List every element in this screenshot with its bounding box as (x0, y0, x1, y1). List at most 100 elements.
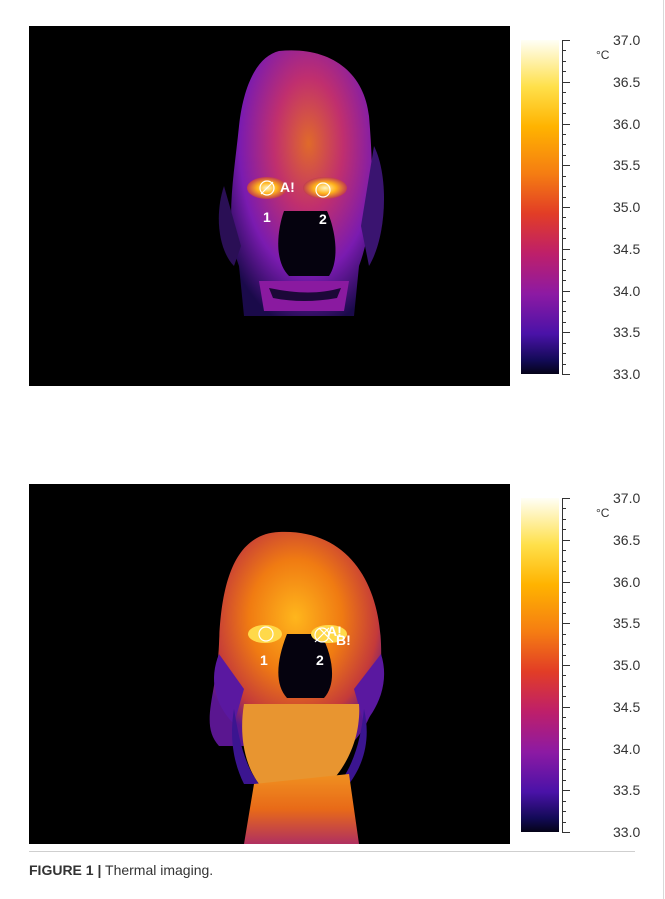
colorbar-tick-mark (562, 748, 570, 750)
colorbar-tick-mark (562, 612, 566, 614)
marker-label-2-bottom: 2 (316, 652, 324, 668)
colorbar-tick-mark (562, 154, 566, 156)
colorbar-tick-label: 37.0 (613, 490, 641, 506)
colorbar-tick-label: 33.5 (613, 782, 641, 799)
colorbar-tick-mark (562, 738, 566, 740)
colorbar-tick-mark (562, 550, 566, 552)
colorbar-tick-mark (562, 769, 566, 771)
colorbar-tick-mark (562, 332, 570, 334)
colorbar-tick-label: 37.0 (613, 32, 641, 48)
colorbar-tick-mark (562, 374, 570, 375)
thermal-image-bottom: A! B! 1 2 (29, 484, 510, 844)
colorbar-tick-mark (562, 685, 566, 687)
colorbar-tick-mark (562, 113, 566, 115)
marker-label-1-bottom: 1 (260, 652, 268, 668)
colorbar-tick-label: 36.0 (613, 573, 641, 590)
colorbar-tick-mark (562, 50, 566, 52)
colorbar-tick-label: 34.5 (613, 240, 641, 257)
colorbar-tick-mark (562, 321, 566, 323)
colorbar-tick-mark (562, 269, 566, 271)
colorbar-tick-mark (562, 498, 570, 499)
colorbar-tick-mark (562, 779, 566, 781)
colorbar-tick-mark (562, 133, 566, 135)
colorbar-tick-mark (562, 623, 570, 625)
caption-separator (29, 851, 635, 852)
colorbar-bottom (521, 498, 559, 832)
caption-text: Thermal imaging. (101, 862, 214, 878)
colorbar-tick-mark (562, 518, 566, 520)
colorbar-tick-label: 35.0 (613, 657, 641, 673)
colorbar-tick-mark (562, 342, 566, 344)
thermal-image-top: A! 1 2 (29, 26, 510, 386)
colorbar-tick-label: 33.5 (613, 324, 641, 341)
thermal-face-bottom: A! B! 1 2 (209, 531, 385, 844)
colorbar-tick-mark (562, 290, 570, 292)
colorbar-tick-mark (562, 529, 566, 531)
colorbar-tick-mark (562, 706, 570, 708)
colorbar-tick-mark (562, 102, 566, 104)
colorbar-tick-label: 34.0 (613, 282, 641, 299)
colorbar-tick-mark (562, 581, 570, 583)
colorbar-axis-top (562, 40, 602, 375)
colorbar-tick-label: 34.0 (613, 740, 641, 757)
colorbar-tick-mark (562, 602, 566, 604)
marker-label-b-bottom: B! (336, 632, 351, 648)
colorbar-tick-mark (562, 758, 566, 760)
colorbar-tick-label: 35.0 (613, 199, 641, 215)
colorbar-tick-mark (562, 81, 570, 83)
colorbar-tick-mark (562, 363, 566, 365)
colorbar-tick-mark (562, 727, 566, 729)
colorbar-tick-label: 33.0 (613, 824, 641, 840)
colorbar-tick-mark (562, 665, 570, 666)
colorbar-tick-mark (562, 790, 570, 792)
colorbar-tick-mark (562, 144, 566, 146)
colorbar-tick-mark (562, 821, 566, 823)
colorbar-tick-mark (562, 238, 566, 240)
colorbar-axis-bottom (562, 498, 602, 833)
colorbar-tick-mark (562, 571, 566, 573)
caption-label: FIGURE 1 | (29, 862, 102, 878)
colorbar-top (521, 40, 559, 374)
colorbar-tick-mark (562, 71, 566, 73)
colorbar-tick-mark (562, 832, 570, 833)
colorbar-unit-top: °C (596, 48, 610, 62)
colorbar-tick-label: 35.5 (613, 615, 641, 632)
colorbar-tick-mark (562, 280, 566, 282)
colorbar-tick-mark (562, 696, 566, 698)
colorbar-tick-mark (562, 60, 566, 62)
colorbar-tick-mark (562, 227, 566, 229)
colorbar-tick-mark (562, 644, 566, 646)
colorbar-tick-label: 36.5 (613, 73, 641, 90)
colorbar-tick-mark (562, 591, 566, 593)
colorbar-tick-mark (562, 675, 566, 677)
colorbar-tick-mark (562, 508, 566, 510)
colorbar-tick-mark (562, 300, 566, 302)
colorbar-tick-mark (562, 165, 570, 167)
figure-caption: FIGURE 1 | Thermal imaging. (29, 862, 213, 878)
colorbar-tick-mark (562, 217, 566, 219)
colorbar-unit-bottom: °C (596, 506, 610, 520)
page-border (663, 0, 664, 899)
colorbar-tick-mark (562, 207, 570, 208)
colorbar-tick-mark (562, 811, 566, 813)
colorbar-tick-label: 33.0 (613, 366, 641, 382)
colorbar-tick-mark (562, 633, 566, 635)
colorbar-tick-label: 36.0 (613, 115, 641, 132)
colorbar-tick-mark (562, 259, 566, 261)
colorbar-tick-mark (562, 560, 566, 562)
colorbar-tick-mark (562, 311, 566, 313)
colorbar-tick-label: 36.5 (613, 531, 641, 548)
colorbar-tick-mark (562, 539, 570, 541)
colorbar-tick-mark (562, 92, 566, 94)
marker-label-a: A! (280, 179, 295, 195)
colorbar-tick-mark (562, 40, 570, 41)
colorbar-tick-label: 34.5 (613, 698, 641, 715)
colorbar-tick-mark (562, 654, 566, 656)
marker-label-1: 1 (263, 209, 271, 225)
colorbar-tick-mark (562, 175, 566, 177)
colorbar-tick-mark (562, 248, 570, 250)
marker-label-a-bottom: A! (327, 623, 342, 639)
colorbar-tick-mark (562, 123, 570, 125)
colorbar-tick-label: 35.5 (613, 157, 641, 174)
colorbar-tick-mark (562, 800, 566, 802)
